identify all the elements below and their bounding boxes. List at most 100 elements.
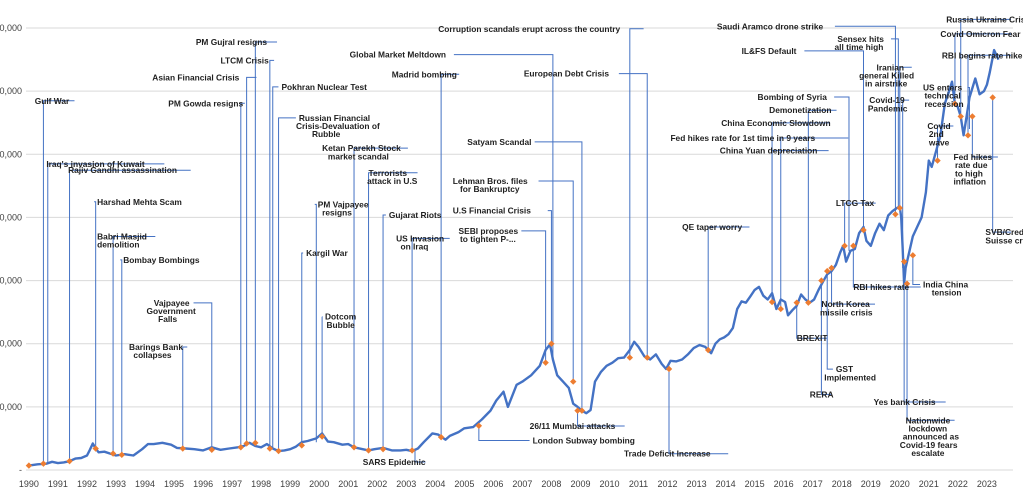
annotation-label: Pandemic [868, 103, 908, 113]
annotation-leader [971, 116, 998, 158]
event-marker [92, 445, 99, 452]
annotation-label: IL&FS Default [742, 46, 797, 56]
annotation-label: QE taper worry [682, 222, 742, 232]
x-tick-label: 2012 [658, 479, 678, 489]
annotation-label: Harshad Mehta Scam [97, 197, 182, 207]
annotation-label: SVB/Credit [985, 227, 1023, 237]
annotation-leader [272, 86, 279, 449]
y-tick-label: 30,000 [0, 276, 22, 286]
annotation-label: market scandal [328, 151, 389, 161]
annotation-label: Implemented [824, 372, 876, 382]
event-marker [578, 407, 586, 414]
x-tick-label: 1999 [280, 479, 300, 489]
annotation-label: 26/11 Mumbai attacks [530, 421, 616, 431]
annotation-leader [844, 202, 876, 246]
event-marker [237, 444, 245, 451]
annotation-leader [246, 76, 257, 444]
event-marker [318, 433, 326, 440]
event-marker [570, 378, 577, 385]
annotation-label: collapses [133, 350, 172, 360]
annotation-label: BREXIT [797, 333, 829, 343]
annotation-leader [820, 280, 832, 395]
annotation-leader [960, 18, 1011, 117]
x-tick-label: 2020 [890, 479, 910, 489]
annotation-label: Government [146, 306, 196, 316]
event-marker [824, 267, 831, 275]
event-marker [25, 462, 33, 469]
annotation-leader [254, 41, 278, 443]
annotation-label: Ketan Parekh Stock [322, 143, 401, 153]
annotation-label: escalate [911, 448, 944, 458]
event-marker [665, 365, 673, 373]
annotation-label: 2nd [929, 129, 944, 139]
annotation-label: Babri Masjid [97, 232, 147, 242]
event-marker [989, 94, 996, 101]
x-tick-label: 2000 [309, 479, 329, 489]
annotation-label: to tighten P-... [460, 234, 516, 244]
x-tick-label: 1991 [48, 479, 68, 489]
x-tick-label: 2018 [832, 479, 852, 489]
annotation-label: lockdown [908, 423, 947, 433]
event-marker [350, 444, 358, 451]
event-marker [841, 242, 848, 250]
annotation-label: SARS Epidemic [363, 457, 426, 467]
annotation-label: recession [924, 99, 963, 109]
annotation-label: China Yuan depreciation [720, 146, 818, 156]
annotation-label: Covid-19 fears [900, 440, 958, 450]
annotation-label: Satyam Scandal [467, 137, 531, 147]
annotation-leader [954, 33, 1011, 104]
annotation-label: Bubble [326, 320, 355, 330]
annotation-label: China Economic Slowdown [721, 118, 830, 128]
x-tick-label: 1995 [164, 479, 184, 489]
annotation-label: LTCM Crisis [220, 55, 269, 65]
x-tick-label: 2011 [629, 479, 648, 489]
y-tick-label: 50,000 [0, 149, 22, 159]
x-tick-label: 1996 [193, 479, 213, 489]
annotation-label: inflation [953, 177, 986, 187]
event-marker [903, 280, 911, 287]
x-tick-label: 1990 [19, 479, 39, 489]
y-tick-label: 40,000 [0, 212, 22, 222]
annotation-label: Covid [927, 121, 950, 131]
annotation-label: all time high [834, 42, 883, 52]
annotation-label: Russian Financial [299, 113, 370, 123]
annotation-leader [193, 302, 213, 450]
annotation-label: North Korea [821, 299, 870, 309]
annotation-label: technical [924, 91, 960, 101]
annotation-label: Kargil War [306, 248, 348, 258]
y-tick-label: 70,000 [0, 23, 22, 33]
event-marker [298, 442, 305, 449]
event-marker [243, 440, 250, 447]
annotation-label: Gulf War [35, 96, 70, 106]
event-markers [25, 94, 996, 469]
annotation-label: tension [932, 288, 962, 298]
annotation-leader [912, 255, 921, 286]
annotation-leader [771, 150, 829, 300]
annotation-label: in airstrike [865, 79, 908, 89]
y-tick-label: 20,000 [0, 339, 22, 349]
annotation-leader [411, 237, 450, 451]
event-marker [408, 447, 416, 454]
annotation-label: PM Gowda resigns [168, 98, 243, 108]
annotation-leader [521, 230, 547, 363]
annotation-label: Iranian [877, 62, 904, 72]
annotation-label: to high [955, 168, 983, 178]
event-marker [896, 204, 903, 212]
event-marker [892, 211, 899, 218]
y-tick-label: - [19, 465, 22, 475]
event-marker [900, 258, 908, 265]
x-tick-label: 2008 [541, 479, 561, 489]
annotation-leader [967, 87, 970, 130]
annotation-label: GST [836, 364, 854, 374]
annotation-label: Fed hikes [953, 152, 992, 162]
event-marker [548, 340, 555, 347]
axis-ticks: - 10,000 20,000 30,000 40,000 50,000 60,000 70,… [0, 23, 997, 489]
event-marker [793, 299, 800, 306]
annotation-label: RBI hikes rate [853, 282, 909, 292]
annotation-leader [112, 236, 156, 454]
x-tick-label: 2006 [483, 479, 503, 489]
event-marker [266, 445, 274, 452]
annotation-leader [992, 97, 1011, 233]
annotation-label: Yes bank Crisis [874, 397, 936, 407]
